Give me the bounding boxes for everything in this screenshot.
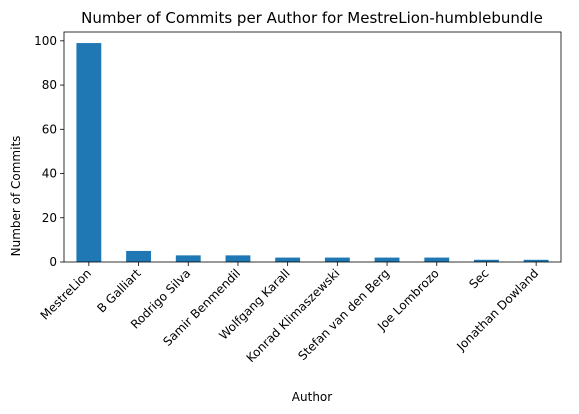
- y-tick-label-1: 20: [42, 211, 57, 225]
- plot-frame: [63, 31, 562, 263]
- chart-title: Number of Commits per Author for MestreL…: [81, 9, 543, 27]
- y-axis-label: Number of Commits: [9, 136, 23, 257]
- bar-4: [275, 257, 301, 262]
- y-tick-label-5: 100: [34, 34, 57, 48]
- bar-3: [225, 255, 251, 262]
- bar-8: [474, 259, 499, 262]
- y-tick-label-4: 80: [42, 78, 57, 92]
- bar-1: [126, 250, 151, 262]
- bar-7: [424, 257, 450, 262]
- bar-2: [175, 255, 201, 262]
- y-tick-label-2: 40: [42, 167, 57, 181]
- bar-9: [523, 259, 549, 262]
- bar-0: [76, 43, 102, 262]
- y-tick-label-0: 0: [49, 255, 57, 269]
- bar-5: [324, 257, 350, 262]
- y-tick-label-3: 60: [42, 122, 57, 136]
- x-axis-label: Author: [292, 390, 332, 404]
- bar-6: [374, 257, 400, 262]
